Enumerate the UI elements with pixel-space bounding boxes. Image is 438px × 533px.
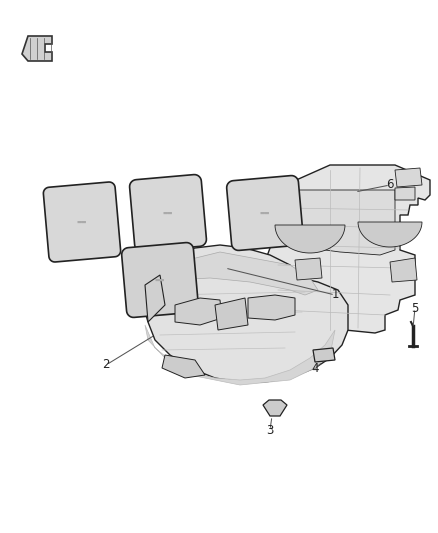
Polygon shape xyxy=(390,258,417,282)
Text: ▬▬: ▬▬ xyxy=(260,211,270,215)
Polygon shape xyxy=(145,325,335,385)
Polygon shape xyxy=(130,175,206,252)
Text: 2: 2 xyxy=(102,359,110,372)
Polygon shape xyxy=(162,355,205,378)
Polygon shape xyxy=(395,168,422,187)
Polygon shape xyxy=(122,243,198,317)
Text: 6: 6 xyxy=(386,179,394,191)
Text: ▬▬: ▬▬ xyxy=(155,278,165,282)
Polygon shape xyxy=(395,187,415,200)
Polygon shape xyxy=(215,298,248,330)
Polygon shape xyxy=(143,245,348,382)
Polygon shape xyxy=(262,165,430,333)
Text: 1: 1 xyxy=(331,288,339,302)
Text: ▬▬: ▬▬ xyxy=(163,211,173,215)
Polygon shape xyxy=(145,275,165,322)
Polygon shape xyxy=(313,348,335,362)
Text: 5: 5 xyxy=(411,302,419,314)
Polygon shape xyxy=(175,298,222,325)
Polygon shape xyxy=(295,258,322,280)
Polygon shape xyxy=(155,252,318,295)
Polygon shape xyxy=(358,222,422,247)
Polygon shape xyxy=(43,182,120,262)
Text: 4: 4 xyxy=(311,361,319,375)
Polygon shape xyxy=(263,400,287,416)
Polygon shape xyxy=(275,225,345,253)
Polygon shape xyxy=(288,190,395,255)
Polygon shape xyxy=(227,175,303,251)
Polygon shape xyxy=(248,295,295,320)
Polygon shape xyxy=(22,36,52,61)
Text: ▬▬: ▬▬ xyxy=(77,220,87,224)
Text: 3: 3 xyxy=(266,424,274,437)
